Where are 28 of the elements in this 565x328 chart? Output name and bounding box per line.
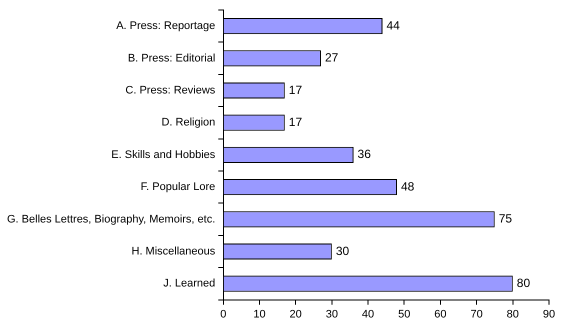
y-tick-label: H. Miscellaneous (132, 246, 216, 258)
y-tick-label: B. Press: Editorial (128, 52, 216, 64)
data-label: 36 (358, 147, 372, 162)
x-tick-label: 40 (362, 308, 374, 320)
x-tick-label: 10 (253, 308, 266, 320)
x-tick-label: 60 (434, 308, 447, 320)
y-tick-label: G. Belles Lettres, Biography, Memoirs, etc. (7, 213, 216, 226)
x-tick-label: 90 (542, 308, 556, 320)
data-label: 75 (498, 212, 512, 226)
y-tick-label: D. Religion (161, 116, 216, 129)
x-tick-label: 30 (326, 308, 338, 320)
data-label: 48 (400, 179, 415, 194)
data-label: 17 (288, 82, 302, 97)
y-tick-label: C. Press: Reviews (125, 84, 216, 97)
y-tick-label: F. Popular Lore (140, 181, 216, 194)
x-tick-label: 0 (220, 308, 226, 320)
y-tick-label: A. Press: Reportage (116, 20, 216, 32)
x-tick-label: 50 (398, 308, 410, 320)
x-tick-label: 80 (506, 308, 519, 320)
x-tick-label: 20 (290, 308, 302, 320)
y-tick-label: J. Learned (163, 278, 216, 290)
data-label: 30 (336, 244, 350, 258)
x-tick-label: 70 (470, 308, 483, 320)
data-label: 17 (288, 115, 302, 130)
data-label: 80 (516, 276, 530, 290)
data-label: 44 (386, 18, 400, 32)
data-label: 27 (324, 50, 339, 65)
y-tick-label: E. Skills and Hobbies (111, 148, 216, 161)
